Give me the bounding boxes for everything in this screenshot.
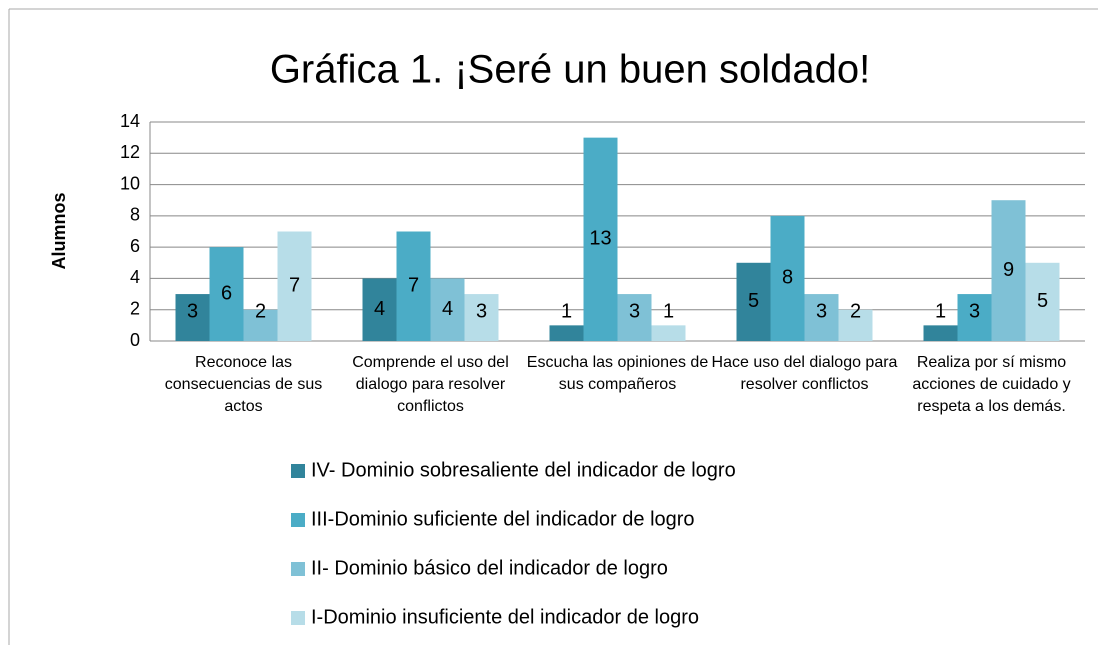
x-tick-label: Reconoce las consecuencias de sus actos	[164, 354, 323, 415]
data-label: 1	[561, 300, 572, 322]
data-label: 4	[374, 298, 385, 320]
bar	[430, 278, 465, 341]
data-label: 2	[850, 300, 861, 322]
y-axis-label: Alumnos	[49, 192, 69, 269]
data-label: 1	[663, 300, 674, 322]
bar	[396, 231, 431, 341]
y-tick-label: 14	[120, 111, 140, 131]
y-tick-label: 0	[130, 330, 140, 350]
data-label: 3	[816, 300, 827, 322]
bar	[651, 325, 686, 341]
data-label: 5	[1037, 290, 1048, 312]
legend-swatch	[291, 611, 305, 625]
bar	[1025, 262, 1060, 341]
bar	[838, 309, 873, 341]
data-label: 1	[935, 300, 946, 322]
data-label: 7	[289, 275, 300, 297]
data-label: 13	[589, 228, 611, 250]
legend-label: I-Dominio insuficiente del indicador de …	[311, 606, 699, 628]
legend-swatch	[291, 464, 305, 478]
x-tick-label: Hace uso del dialogo para resolver confl…	[711, 354, 898, 393]
data-label: 3	[629, 300, 640, 322]
legend-swatch	[291, 562, 305, 576]
data-label: 6	[221, 282, 232, 304]
bar	[362, 278, 397, 341]
data-label: 4	[442, 298, 453, 320]
y-tick-label: 4	[130, 267, 140, 287]
bar	[464, 294, 499, 341]
bar	[957, 294, 992, 341]
data-label: 8	[782, 267, 793, 289]
data-label: 3	[187, 300, 198, 322]
data-label: 3	[476, 300, 487, 322]
x-tick-label: Escucha las opiniones de sus compañeros	[526, 354, 709, 393]
bar	[277, 231, 312, 341]
legend-label: II- Dominio básico del indicador de logr…	[311, 557, 668, 579]
bar	[175, 294, 210, 341]
bar	[583, 137, 618, 341]
bar	[736, 262, 771, 341]
x-tick-label: Realiza por sí mismo acciones de cuidado…	[912, 354, 1071, 415]
data-label: 3	[969, 300, 980, 322]
bar	[617, 294, 652, 341]
legend-label: III-Dominio suficiente del indicador de …	[311, 508, 695, 530]
y-tick-label: 2	[130, 298, 140, 318]
bar	[804, 294, 839, 341]
y-tick-label: 10	[120, 173, 140, 193]
data-label: 7	[408, 275, 419, 297]
data-label: 5	[748, 290, 759, 312]
y-tick-label: 8	[130, 205, 140, 225]
chart-title: Gráfica 1. ¡Seré un buen soldado!	[270, 48, 870, 92]
bar	[243, 309, 278, 341]
bar	[991, 200, 1026, 341]
bar	[209, 247, 244, 341]
bar	[549, 325, 584, 341]
y-tick-label: 6	[130, 236, 140, 256]
legend-swatch	[291, 513, 305, 527]
data-label: 2	[255, 300, 266, 322]
bar	[770, 215, 805, 341]
y-tick-label: 12	[120, 142, 140, 162]
bar	[923, 325, 958, 341]
x-tick-label: Comprende el uso del dialogo para resolv…	[352, 354, 509, 415]
legend-label: IV- Dominio sobresaliente del indicador …	[311, 459, 736, 481]
data-label: 9	[1003, 259, 1014, 281]
